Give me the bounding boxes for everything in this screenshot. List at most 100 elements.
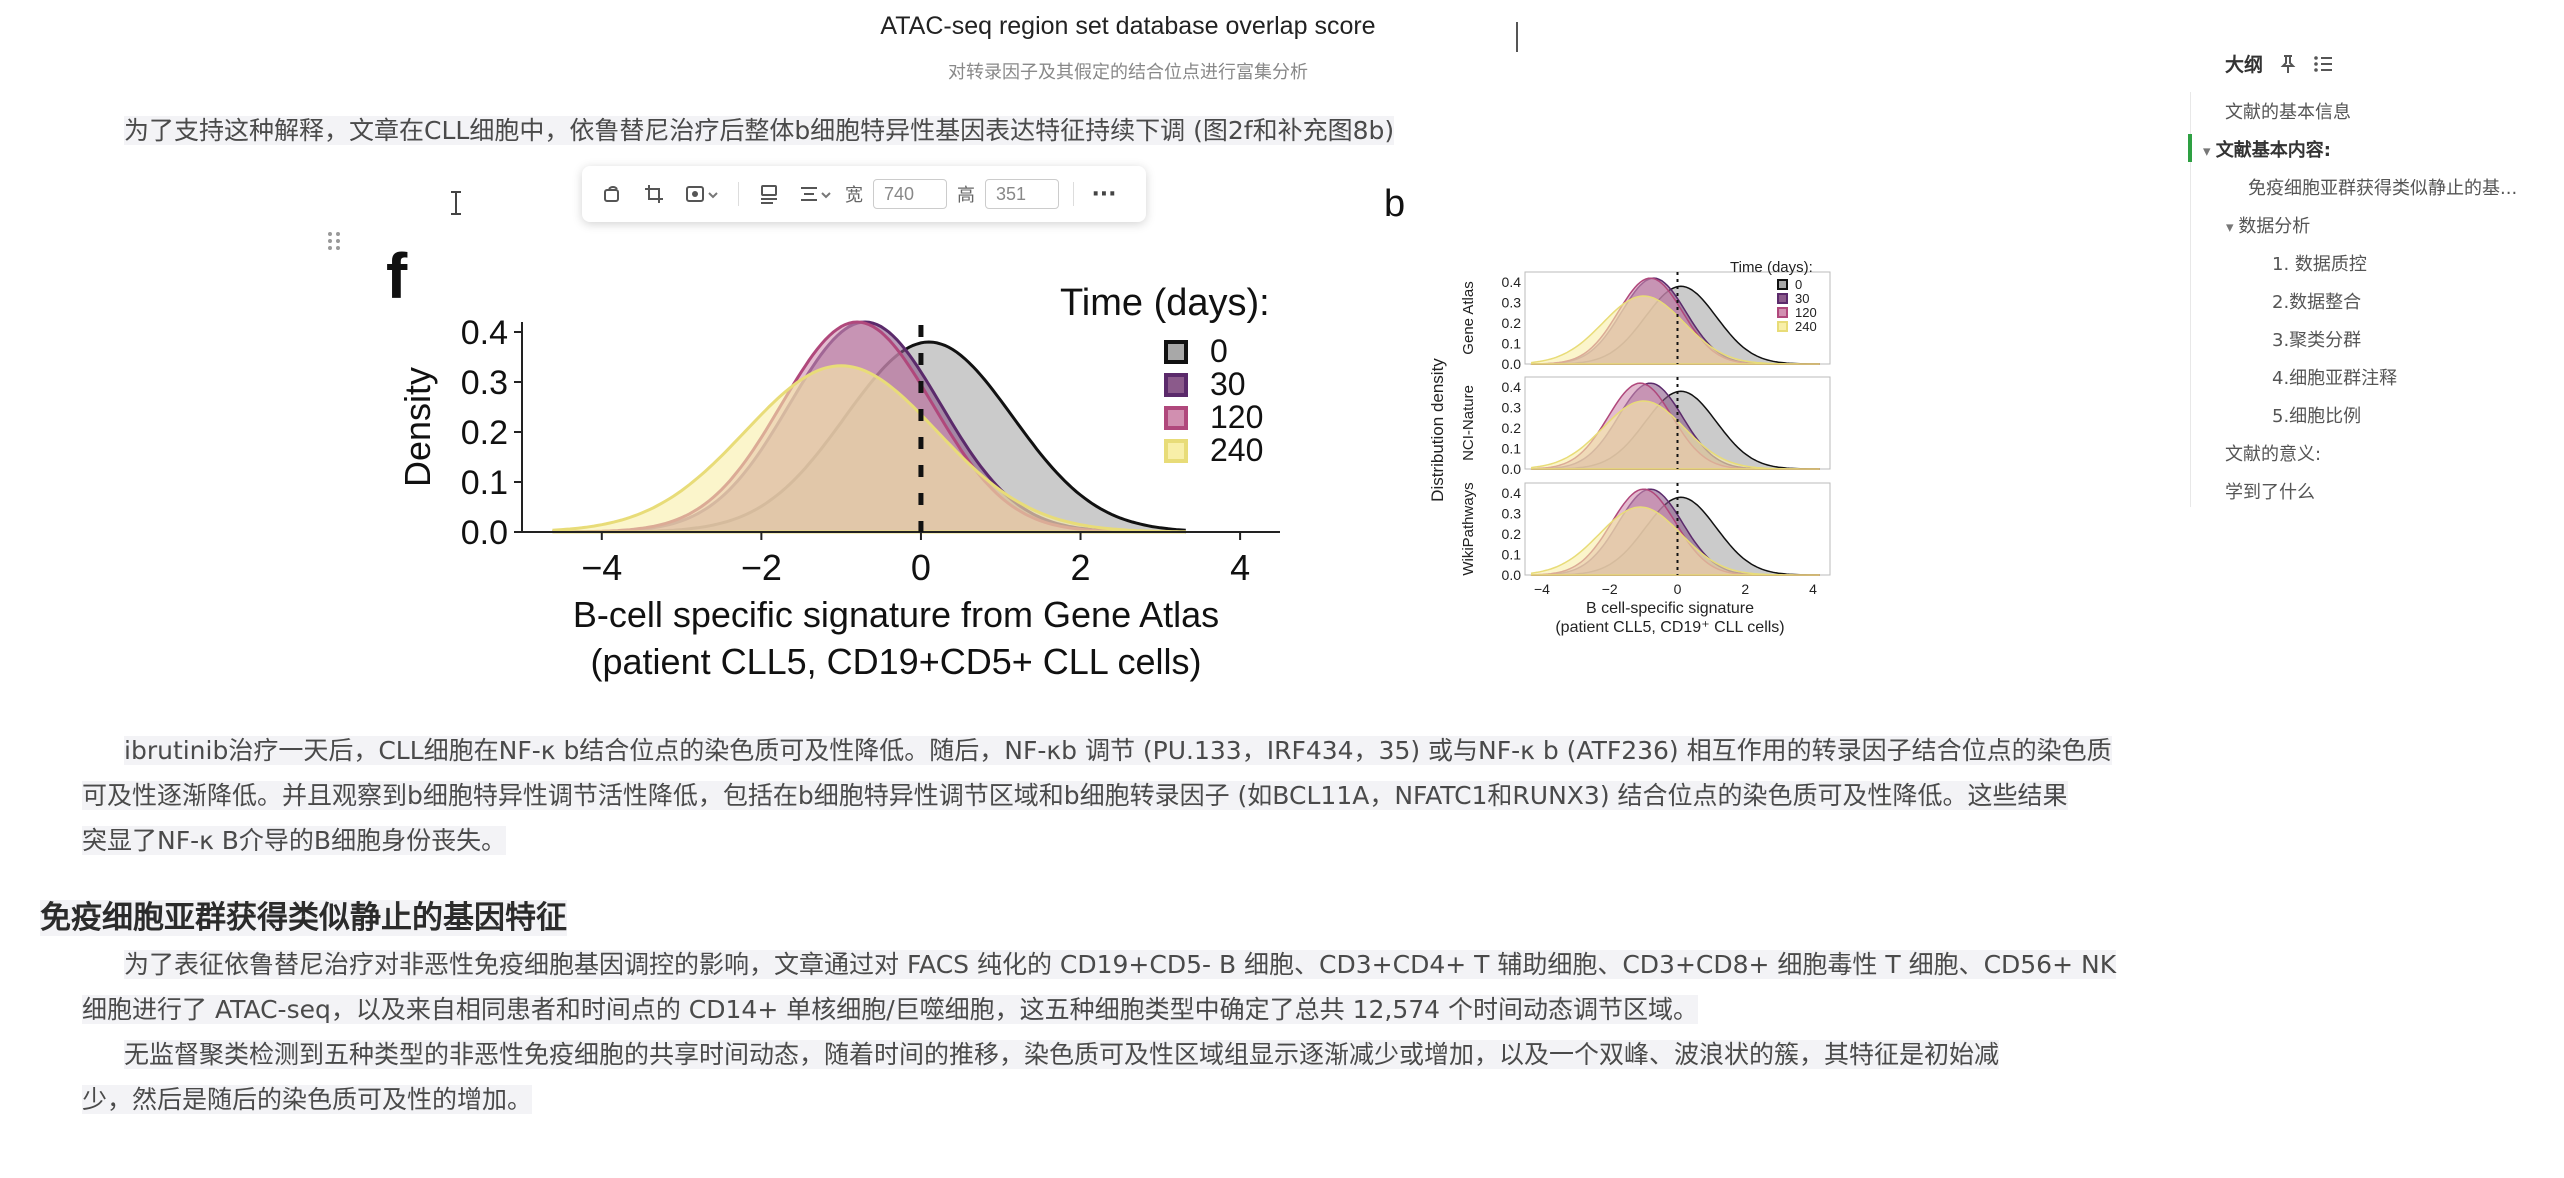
paragraph-3[interactable]: 为了表征依鲁替尼治疗对非恶性免疫细胞基因调控的影响，文章通过对 FACS 纯化的… [82, 942, 2132, 1032]
y-tick-label: 0.1 [1502, 336, 1522, 352]
legend-label: 30 [1210, 366, 1246, 402]
facet-panel: 0.0 0.1 0.2 0.3 0.4 NCI-Nature [1460, 376, 1831, 477]
density-area-240 [1531, 506, 1820, 576]
height-input[interactable]: 351 [985, 179, 1059, 209]
figure-caption-title: ATAC-seq region set database overlap sco… [880, 12, 1376, 40]
x-axis-label-line2: (patient CLL5, CD19⁺ CLL cells) [1555, 619, 1784, 636]
legend-label: 240 [1795, 319, 1817, 334]
y-tick-label: 0.3 [1502, 400, 1522, 416]
paragraph-2-line-1: ibrutinib治疗一天后，CLL细胞在NF-κ b结合位点的染色质可及性降低… [124, 736, 2112, 765]
image-layout-button[interactable] [753, 178, 785, 210]
toolbar-divider [738, 182, 739, 206]
more-options-button[interactable]: ··· [1091, 181, 1117, 207]
width-input[interactable]: 740 [873, 179, 947, 209]
legend-swatch-30 [1777, 293, 1788, 304]
x-tick-label: 2 [1741, 581, 1749, 597]
x-tick-label: −4 [581, 547, 622, 588]
legend-swatch-0 [1164, 340, 1188, 364]
legend-label: 120 [1210, 399, 1263, 435]
legend-swatch-0 [1777, 279, 1788, 290]
collapse-caret-icon[interactable]: ▾ [2203, 142, 2216, 160]
legend-swatch-120 [1777, 307, 1788, 318]
outline-item[interactable]: 文献的意义: [2225, 444, 2322, 465]
outline-item[interactable]: 2.数据整合 [2272, 292, 2362, 313]
collapse-caret-icon[interactable]: ▾ [2226, 218, 2239, 236]
panel-label-f: f [386, 240, 408, 312]
paragraph-2[interactable]: ibrutinib治疗一天后，CLL细胞在NF-κ b结合位点的染色质可及性降低… [82, 728, 2132, 863]
outline-item[interactable]: ▾ 数据分析 [2226, 212, 2310, 238]
text-cursor [1516, 22, 1518, 52]
y-tick-label: 0.2 [461, 414, 508, 452]
ibeam-cursor-icon [451, 191, 461, 215]
image-toolbar: 宽 740 高 351 ··· [582, 166, 1146, 222]
legend-label: 30 [1795, 291, 1809, 306]
outline-item[interactable]: 5.细胞比例 [2272, 406, 2362, 427]
outline-item[interactable]: 免疫细胞亚群获得类似静止的基... [2248, 178, 2518, 199]
facet-panel: 0.0 0.1 0.2 0.3 0.4 WikiPathways [1460, 482, 1831, 583]
x-tick-label: 0 [911, 547, 931, 588]
y-tick-label: 0.0 [1502, 461, 1522, 477]
outline-border [2190, 92, 2191, 507]
paragraph-4-line-2: 少，然后是随后的染色质可及性的增加。 [82, 1085, 533, 1114]
x-axis-label: B-cell specific signature from Gene Atla… [573, 594, 1219, 635]
y-tick-label: 0.4 [1502, 379, 1522, 395]
paragraph-2-line-2: 可及性逐渐降低。并且观察到b细胞特异性调节活性降低，包括在b细胞特异性调节区域和… [82, 781, 2068, 810]
y-tick-label: 0.3 [1502, 506, 1522, 522]
paragraph-3-line-1: 为了表征依鲁替尼治疗对非恶性免疫细胞基因调控的影响，文章通过对 FACS 纯化的… [124, 950, 2117, 979]
y-tick-label: 0.0 [461, 514, 508, 552]
drag-handle-icon[interactable] [326, 230, 342, 252]
y-axis-label: Density [397, 367, 438, 487]
rotate-icon [604, 186, 619, 202]
x-tick-label: 4 [1230, 547, 1250, 588]
legend-title: Time (days): [1730, 259, 1813, 276]
y-tick-label: 0.4 [1502, 274, 1522, 290]
legend-swatch-240 [1164, 439, 1188, 463]
align-dropdown[interactable] [795, 178, 835, 210]
panel-label-b: b [1384, 183, 1405, 225]
y-tick-label: 0.1 [461, 464, 508, 502]
outline-item[interactable]: 1. 数据质控 [2272, 254, 2367, 275]
height-label: 高 [957, 185, 975, 206]
legend-label: 120 [1795, 305, 1817, 320]
density-area-240 [552, 364, 1187, 534]
outline-item[interactable]: ▾ 文献基本内容: [2203, 136, 2331, 162]
toolbar-divider [1073, 182, 1074, 206]
section-heading-text: 免疫细胞亚群获得类似静止的基因特征 [40, 900, 567, 936]
list-icon[interactable] [2313, 55, 2333, 73]
outline-item[interactable]: 4.细胞亚群注释 [2272, 368, 2398, 389]
outline-title: 大纲 [2225, 54, 2264, 76]
outline-item-label: 数据分析 [2238, 216, 2311, 237]
paragraph-1[interactable]: 为了支持这种解释，文章在CLL细胞中，依鲁替尼治疗后整体b细胞特异性基因表达特征… [124, 108, 1395, 153]
y-tick-label: 0.2 [1502, 420, 1522, 436]
facet-label: NCI-Nature [1460, 385, 1477, 461]
crop-button[interactable] [638, 178, 670, 210]
image-style-dropdown[interactable] [680, 178, 724, 210]
chart-panel-f: f −4 −2 0 2 4 0.0 0.1 0.2 0.3 0.4 Density B-cell … [386, 240, 1280, 682]
y-axis-label: Distribution density [1428, 358, 1447, 502]
y-tick-label: 0.1 [1502, 441, 1522, 457]
width-label: 宽 [845, 185, 863, 206]
x-axis-label-line2: (patient CLL5, CD19+CD5+ CLL cells) [591, 641, 1202, 682]
outline-item[interactable]: 3.聚类分群 [2272, 330, 2362, 351]
facet-label: WikiPathways [1460, 482, 1477, 575]
pin-icon[interactable] [2279, 54, 2297, 74]
x-axis-label: B cell-specific signature [1586, 600, 1754, 617]
outline-item[interactable]: 文献的基本信息 [2225, 102, 2351, 123]
outline-item[interactable]: 学到了什么 [2225, 482, 2315, 503]
align-center-icon [801, 187, 831, 201]
y-tick-label: 0.2 [1502, 315, 1522, 331]
outline-active-indicator [2188, 134, 2192, 162]
x-tick-label: −4 [1534, 581, 1550, 597]
section-heading[interactable]: 免疫细胞亚群获得类似静止的基因特征 [40, 892, 567, 937]
y-tick-label: 0.3 [1502, 295, 1522, 311]
paragraph-4[interactable]: 无监督聚类检测到五种类型的非恶性免疫细胞的共享时间动态，随着时间的推移，染色质可… [82, 1032, 2132, 1122]
y-tick-label: 0.4 [1502, 485, 1522, 501]
outline-header: 大纲 [2225, 50, 2333, 77]
y-tick-label: 0.0 [1502, 356, 1522, 372]
image-layout-icon [761, 185, 777, 204]
image-style-icon [686, 186, 718, 202]
legend-label: 240 [1210, 432, 1263, 468]
x-tick-label: 0 [1674, 581, 1682, 597]
rotate-button[interactable] [596, 178, 628, 210]
outline-item-label: 文献基本内容: [2215, 140, 2331, 161]
